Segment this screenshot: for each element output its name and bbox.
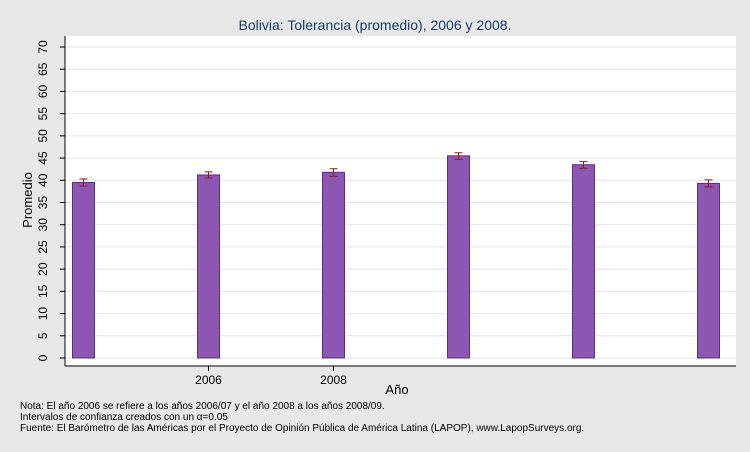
y-tick-label: 45 (36, 151, 50, 165)
bars (72, 155, 720, 359)
y-tick-label: 0 (36, 354, 50, 361)
x-tick-label: 2006 (195, 373, 222, 387)
y-axis: 0 5 10 15 20 25 30 35 40 45 50 55 60 65 70 (36, 36, 736, 367)
plot-area (65, 36, 736, 366)
y-tick-label: 10 (36, 307, 50, 321)
x-tick-label: 2008 (320, 373, 347, 387)
y-tick-label: 40 (36, 173, 50, 187)
y-tick-label: 25 (36, 240, 50, 254)
note-line: Nota: El año 2006 se refiere a los años … (20, 401, 385, 412)
error-bars (79, 152, 713, 188)
y-tick-label: 35 (36, 196, 50, 210)
bar (197, 174, 220, 359)
x-axis: 2006 2008 (195, 366, 347, 387)
y-tick-label: 65 (36, 62, 50, 76)
y-tick-label: 55 (36, 107, 50, 121)
y-axis-label: Promedio (20, 172, 35, 228)
grid (65, 46, 736, 359)
y-tick-label: 60 (36, 84, 50, 98)
y-tick-label: 20 (36, 262, 50, 276)
note-line: Fuente: El Barómetro de las Américas por… (20, 423, 585, 434)
bar (697, 182, 720, 359)
bar (447, 155, 470, 359)
chart-notes: Nota: El año 2006 se refiere a los años … (20, 401, 584, 434)
x-axis-label: Año (385, 382, 408, 397)
y-tick-label: 70 (36, 40, 50, 54)
chart-title: Bolivia: Tolerancia (promedio), 2006 y 2… (239, 17, 512, 33)
y-tick-label: 30 (36, 218, 50, 232)
y-tick-label: 5 (36, 332, 50, 339)
bar (572, 164, 595, 359)
bar (322, 171, 345, 359)
y-tick-label: 50 (36, 129, 50, 143)
bar (72, 182, 95, 359)
y-tick-label: 15 (36, 284, 50, 298)
note-line: Intervalos de confianza creados con un α… (20, 412, 228, 423)
